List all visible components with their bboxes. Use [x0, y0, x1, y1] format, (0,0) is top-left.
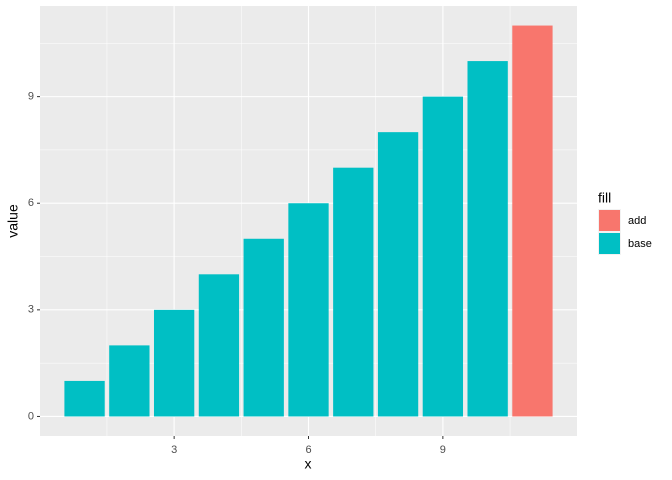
y-tick-label: 9 [28, 91, 34, 103]
y-tick-label: 3 [28, 304, 34, 316]
bar [377, 132, 419, 417]
legend-swatch [599, 210, 620, 231]
bar [243, 238, 284, 417]
bar [467, 61, 508, 417]
y-axis-title: value [5, 204, 21, 238]
x-axis-title: x [305, 456, 312, 472]
bar [512, 25, 553, 417]
legend-label: add [628, 215, 646, 227]
y-tick-label: 6 [28, 197, 34, 209]
bar [288, 203, 329, 417]
y-tick-label: 0 [28, 410, 34, 422]
bar [153, 309, 195, 417]
x-tick-label: 9 [440, 444, 446, 456]
legend-title: fill [598, 190, 611, 206]
legend-label: base [628, 238, 652, 250]
bar [333, 167, 374, 417]
bar [422, 96, 464, 417]
bar [109, 345, 150, 417]
x-tick-label: 3 [171, 444, 177, 456]
bar [64, 380, 105, 417]
bar [198, 274, 240, 417]
x-tick-label: 6 [305, 444, 311, 456]
legend-swatch [599, 233, 620, 254]
